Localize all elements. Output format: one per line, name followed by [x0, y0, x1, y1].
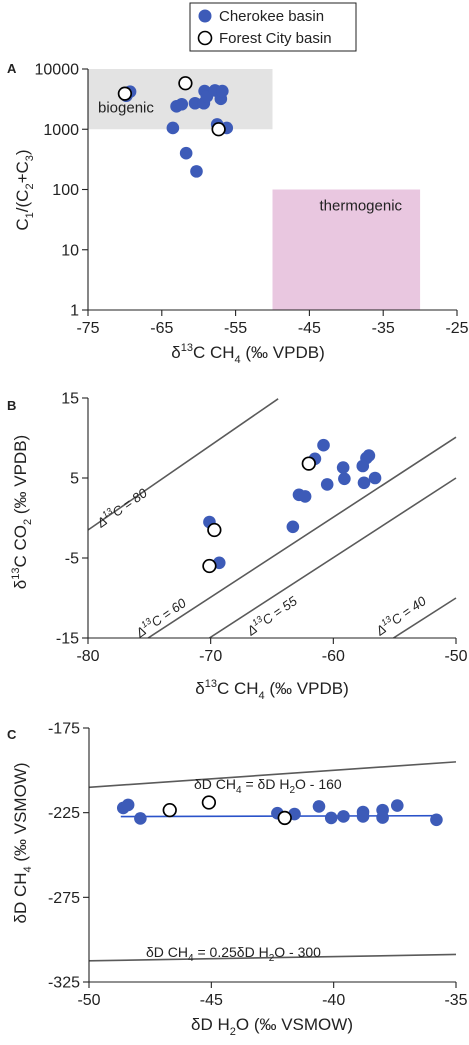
- panel-a-y-tick-label: 10000: [35, 62, 80, 79]
- ref-label-80: Δ13C = 80: [92, 483, 150, 531]
- panel-a-x-tick-label: -55: [224, 320, 247, 337]
- panel-c-forest-city-point: [162, 802, 177, 818]
- thermogenic-label: thermogenic: [320, 197, 403, 214]
- panel-b-reference-line: [393, 597, 457, 639]
- panel-c-xlabel: δD H2O (‰ VSMOW): [191, 1015, 353, 1038]
- legend: Cherokee basin Forest City basin: [189, 2, 357, 52]
- panel-b-reference-line: [87, 398, 279, 531]
- panel-a-forest-city-point: [178, 76, 193, 91]
- panel-a-cherokee-point: [188, 96, 202, 110]
- panel-b-ylabel: δ13C CO2 (‰ VPDB): [10, 435, 34, 589]
- panel-b-cherokee-point: [298, 490, 312, 503]
- panel-c-x-tick-label: -45: [200, 992, 223, 1009]
- panel-b-y-tick-label: -15: [56, 631, 79, 648]
- panel-a-points: [117, 76, 234, 178]
- panel-b-cherokee-point: [286, 520, 300, 534]
- panel-c-cherokee-point: [134, 812, 147, 825]
- panel-c-x-tick-label: -40: [322, 992, 345, 1009]
- panel-a-forest-city-point: [211, 122, 226, 137]
- panel-c-points: [116, 795, 443, 827]
- panel-b-y-tick-label: 5: [70, 471, 79, 488]
- panel-c-forest-city-point: [277, 810, 292, 826]
- thermogenic-region: [272, 189, 421, 310]
- panel-c-x-tick-label: -35: [444, 992, 467, 1009]
- panel-a-forest-city-point: [117, 86, 133, 101]
- panel-c-cherokee-point: [356, 810, 370, 823]
- panel-b-cherokee-point: [362, 449, 376, 462]
- ref-label-40: Δ13C = 40: [371, 591, 429, 639]
- panel-b-cherokee-point: [368, 471, 382, 485]
- panel-b-cherokee-point: [338, 472, 351, 486]
- panel-a-x-tick-label: -35: [372, 320, 395, 337]
- legend-marker-forest-city: [197, 30, 213, 46]
- panel-c-ylabel: δD CH4 (‰ VSMOW): [11, 762, 34, 923]
- panel-a-y-tick-label: 10: [61, 242, 79, 259]
- panel-a-cherokee-point: [166, 121, 180, 135]
- panel-c-reference-line: [88, 953, 457, 962]
- panel-b-forest-city-point: [202, 558, 217, 574]
- biogenic-label: biogenic: [98, 99, 154, 116]
- panel-a-cherokee-point: [190, 165, 203, 178]
- panel-a-x-tick-label: -45: [298, 320, 321, 337]
- panel-a-cherokee-point: [175, 97, 189, 111]
- legend-label-forest-city: Forest City basin: [219, 30, 332, 47]
- panel-letter-a: A: [7, 61, 17, 76]
- panel-b-reference-lines: [87, 398, 457, 639]
- panel-a-xlabel: δ13C CH4 (‰ VPDB): [171, 342, 324, 366]
- panel-b-forest-city-point: [207, 522, 222, 538]
- ref-label-lower: δD CH4 = 0.25δD H2O - 300: [146, 944, 321, 964]
- panel-b-cherokee-point: [320, 478, 334, 491]
- panel-a-x-tick-label: -25: [445, 320, 468, 337]
- panel-c-cherokee-point: [324, 811, 338, 825]
- panel-b-x-tick-label: -80: [76, 648, 99, 665]
- panel-a-cherokee-point: [179, 146, 193, 160]
- panel-b-y-tick-label: 15: [61, 391, 79, 408]
- panel-c-forest-city-point: [201, 795, 217, 810]
- panel-b: Δ13C = 80 Δ13C = 60 Δ13C = 55 Δ13C = 40 …: [10, 391, 468, 703]
- panel-c-y-tick-label: -325: [48, 975, 80, 992]
- panel-a-x-tick-label: -75: [76, 320, 99, 337]
- panel-a-ylabel: C1/(C2+C3): [13, 149, 36, 230]
- panel-a: biogenic thermogenic -75 -65 -55 -45 -35 -25 1…: [13, 62, 469, 367]
- panel-letter-c: C: [7, 727, 17, 742]
- panel-c-cherokee-point: [430, 813, 443, 827]
- panel-c: δD CH4 = δD H2O - 160 δD CH4 = 0.25δD H2…: [11, 721, 468, 1039]
- panel-b-reference-line: [147, 436, 457, 639]
- legend-box: [189, 2, 357, 52]
- panel-letter-b: B: [7, 398, 16, 413]
- panel-b-xlabel: δ13C CH4 (‰ VPDB): [195, 678, 348, 702]
- ref-label-upper: δD CH4 = δD H2O - 160: [194, 776, 342, 796]
- panel-b-x-tick-label: -70: [199, 648, 222, 665]
- panel-b-x-tick-label: -60: [322, 648, 345, 665]
- panel-c-y-tick-label: -275: [48, 890, 80, 907]
- panel-c-y-tick-label: -225: [48, 805, 80, 822]
- panel-b-axes: -80 -70 -60 -50 -15 -5 5 15: [56, 391, 468, 666]
- panel-c-cherokee-point: [390, 799, 404, 812]
- panel-c-cherokee-point: [337, 810, 350, 823]
- legend-label-cherokee: Cherokee basin: [219, 8, 324, 25]
- panel-a-y-tick-label: 1000: [43, 122, 79, 139]
- panel-c-cherokee-point: [121, 798, 135, 812]
- panel-b-forest-city-point: [301, 456, 316, 471]
- panel-b-points: [202, 438, 382, 574]
- panel-c-x-tick-label: -50: [77, 992, 100, 1009]
- panel-a-cherokee-point: [216, 84, 229, 98]
- legend-marker-cherokee: [198, 9, 212, 23]
- panel-b-reference-line: [209, 477, 457, 639]
- panel-a-axes: -75 -65 -55 -45 -35 -25 1 10 100 1000 10000: [35, 62, 469, 338]
- panel-b-cherokee-point: [357, 476, 371, 490]
- panel-c-y-tick-label: -175: [48, 721, 80, 738]
- panel-a-y-tick-label: 1: [70, 303, 79, 320]
- panel-a-x-tick-label: -65: [150, 320, 173, 337]
- panel-c-axes: -50 -45 -40 -35 -325 -275 -225 -175: [48, 721, 468, 1010]
- panel-b-y-tick-label: -5: [65, 551, 79, 568]
- panel-c-cherokee-point: [312, 800, 326, 813]
- panel-b-x-tick-label: -50: [444, 648, 467, 665]
- panel-b-cherokee-point: [336, 461, 350, 474]
- panel-c-cherokee-point: [376, 811, 389, 824]
- panel-c-reference-line: [88, 761, 457, 789]
- panel-a-y-tick-label: 100: [52, 182, 79, 199]
- panel-b-cherokee-point: [317, 438, 330, 452]
